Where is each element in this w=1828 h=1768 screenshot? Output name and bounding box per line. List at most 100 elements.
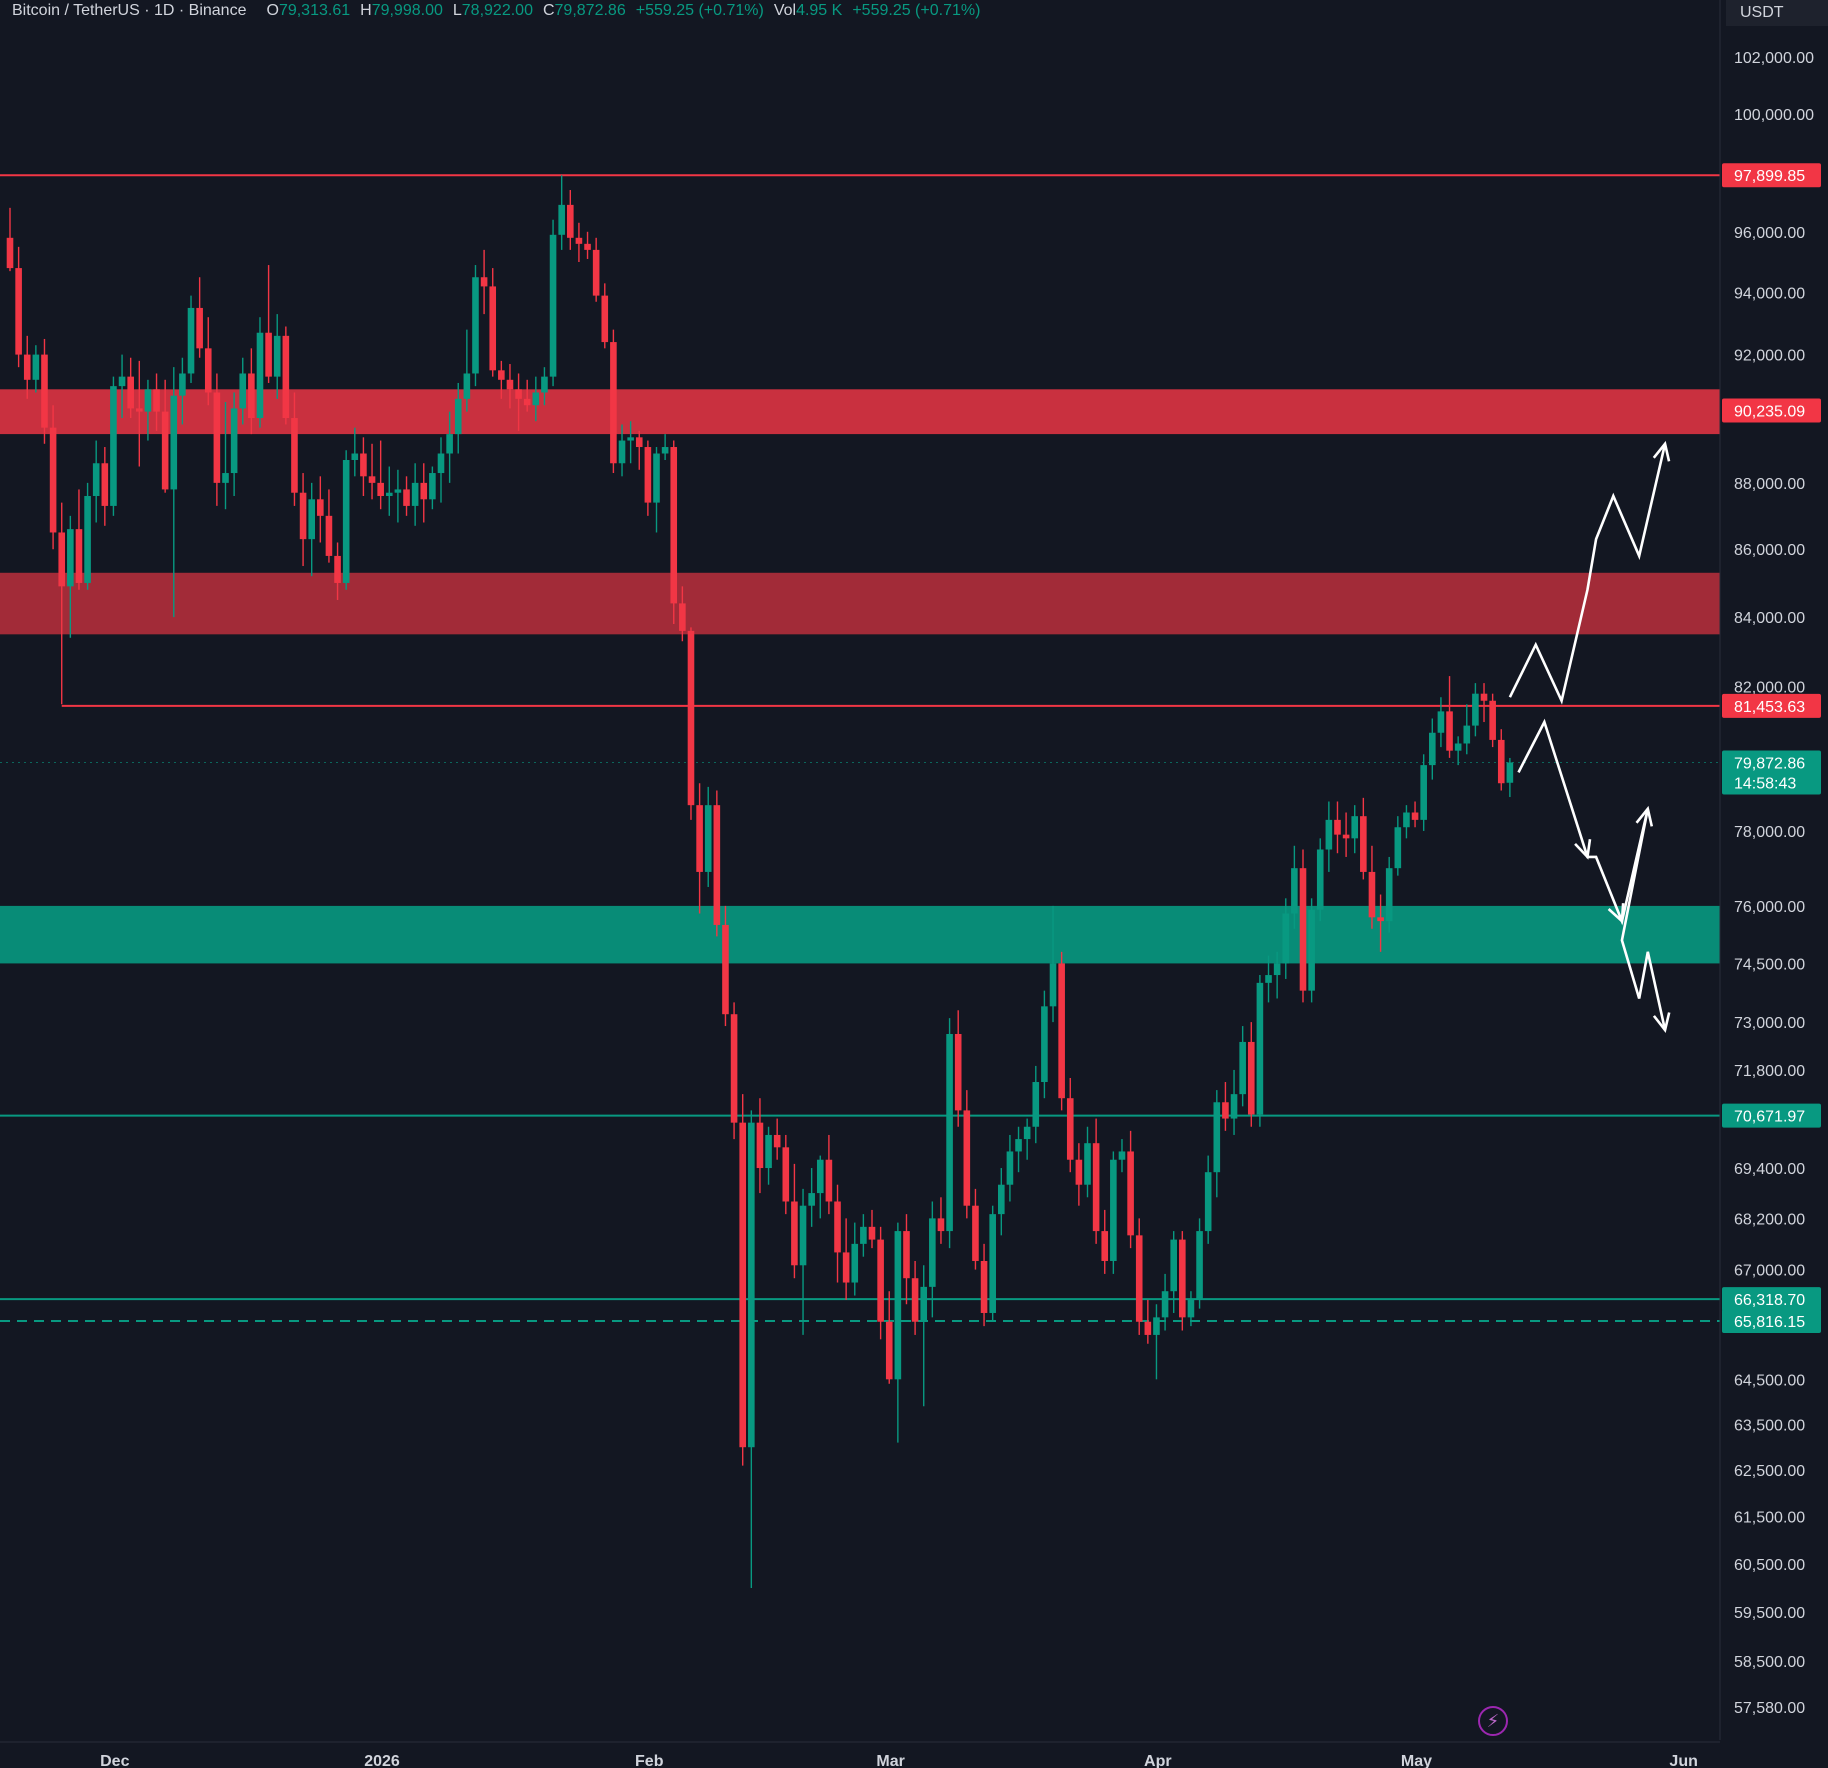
candle-body	[437, 453, 445, 474]
time-tick-label: 2026	[364, 1753, 400, 1768]
candle-body	[1394, 827, 1402, 869]
volume-change-value: +559.25 (+0.71%)	[852, 2, 981, 19]
price-tick-label: 86,000.00	[1734, 542, 1805, 559]
candle	[1360, 797, 1367, 880]
candle-body	[920, 1286, 928, 1322]
candle-body	[1420, 765, 1427, 820]
candle-body	[325, 515, 333, 556]
candle	[1325, 801, 1333, 872]
candle-body	[627, 437, 634, 441]
time-axis[interactable]: Dec 2026 Feb Mar Apr May Jun	[0, 1741, 1720, 1768]
candle	[1273, 951, 1281, 999]
candle-body	[1342, 834, 1350, 839]
candle	[411, 463, 419, 526]
candle-body	[618, 440, 626, 464]
candle	[687, 627, 695, 820]
candle	[635, 430, 643, 470]
candle-body	[179, 373, 186, 396]
candle-body	[929, 1218, 936, 1287]
price-tag	[1722, 398, 1821, 423]
candle	[239, 357, 247, 425]
candle-body	[756, 1122, 764, 1169]
candle	[1222, 1082, 1229, 1131]
candle-body	[1463, 725, 1471, 744]
candle	[265, 265, 272, 383]
price-axis[interactable]: 102,000.00 100,000.00 96,000.00 94,000.00 92…	[1719, 0, 1828, 1768]
price-tag-label: 81,453.63	[1734, 699, 1805, 716]
candle	[1265, 955, 1272, 1003]
candle	[799, 1188, 807, 1335]
candle-body	[368, 476, 376, 483]
candle	[1084, 1126, 1091, 1198]
candle-body	[1144, 1321, 1152, 1335]
candle-body	[498, 370, 505, 380]
candle-body	[1472, 693, 1479, 726]
candle	[84, 482, 91, 590]
candle	[1032, 1065, 1040, 1144]
candle	[989, 1205, 996, 1322]
candle-body	[6, 237, 14, 269]
candle	[1411, 801, 1419, 828]
candle	[515, 373, 522, 431]
candle-body	[963, 1110, 971, 1206]
candle	[1066, 1077, 1074, 1173]
candle	[661, 434, 669, 461]
candle-body	[549, 234, 557, 377]
candle	[248, 348, 255, 435]
candle-body	[575, 237, 583, 244]
candle-body	[403, 489, 410, 506]
arrowhead	[1574, 838, 1592, 860]
candle-body	[998, 1184, 1005, 1215]
candle-body	[472, 277, 479, 374]
candle-body	[1437, 711, 1445, 733]
candle	[679, 586, 686, 642]
candle-body	[1222, 1102, 1229, 1119]
candle	[532, 376, 540, 422]
horizontal-lines-layer	[0, 174, 1720, 1323]
candle	[1420, 754, 1427, 831]
symbol-title[interactable]: Bitcoin / TetherUS · 1D · Binance	[12, 2, 247, 19]
candle	[1316, 838, 1324, 922]
candle-body	[187, 307, 195, 374]
candle	[144, 379, 152, 441]
candle	[1170, 1231, 1177, 1313]
candle	[1385, 856, 1393, 933]
price-tick-label: 88,000.00	[1734, 476, 1805, 493]
candle	[32, 345, 40, 393]
candle-body	[704, 805, 712, 872]
open-value: 79,313.61	[278, 2, 351, 19]
candle-body	[1204, 1172, 1212, 1232]
candle-body	[1291, 868, 1298, 914]
candle	[946, 1018, 953, 1249]
candle-body	[1049, 963, 1057, 1007]
price-tag-label: 66,318.70	[1734, 1292, 1805, 1309]
candle	[360, 437, 367, 497]
candle-body	[110, 386, 117, 506]
time-tick-label: Feb	[635, 1753, 664, 1768]
price-tag	[1722, 1103, 1821, 1128]
candle	[1110, 1151, 1117, 1274]
candle-body	[299, 492, 307, 540]
candle	[1049, 905, 1057, 1023]
price-tick-label: 102,000.00	[1734, 50, 1814, 67]
price-tag	[1722, 693, 1821, 718]
candle-body	[687, 630, 695, 806]
candle-body	[282, 335, 290, 419]
candle-body	[49, 427, 57, 533]
price-tick-label: 67,000.00	[1734, 1263, 1805, 1280]
lightning-icon[interactable]: ⚡	[1478, 1706, 1508, 1736]
candle	[1446, 676, 1453, 758]
candle-body	[170, 395, 178, 490]
candle-body	[653, 453, 660, 503]
currency-button[interactable]: USDT	[1726, 0, 1828, 26]
candle	[670, 440, 678, 624]
candle	[282, 326, 290, 425]
candle-body	[851, 1243, 859, 1283]
candle	[860, 1214, 867, 1257]
price-tick-label: 68,200.00	[1734, 1211, 1805, 1228]
candle	[1308, 898, 1315, 1003]
candle	[230, 392, 238, 497]
candle	[127, 357, 134, 419]
candle	[256, 317, 264, 428]
